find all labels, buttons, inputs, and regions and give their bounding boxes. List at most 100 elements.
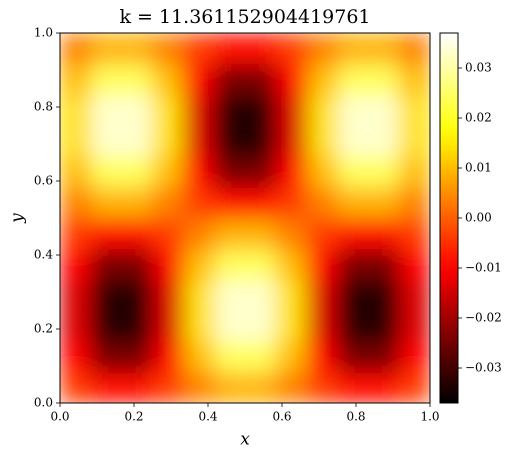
heat-cell bbox=[306, 279, 338, 311]
heat-cell bbox=[245, 341, 277, 373]
y-tick-label: 0.4 bbox=[34, 248, 53, 262]
heat-cell bbox=[60, 33, 92, 65]
heat-cell bbox=[152, 63, 184, 96]
heat-cell bbox=[275, 372, 308, 403]
heat-cell bbox=[152, 33, 184, 65]
heat-cell bbox=[368, 310, 400, 342]
heat-cell bbox=[90, 33, 123, 65]
heat-cell bbox=[183, 341, 215, 373]
heat-cell bbox=[121, 248, 153, 281]
heat-cell bbox=[399, 341, 430, 373]
heat-cell bbox=[337, 94, 369, 126]
heat-cell bbox=[275, 33, 308, 65]
heat-cell bbox=[306, 187, 338, 219]
heat-cell bbox=[368, 372, 400, 403]
heat-cell bbox=[245, 218, 277, 250]
x-tick-label: 0.0 bbox=[50, 410, 69, 424]
x-tick-label: 0.8 bbox=[346, 410, 365, 424]
heat-cell bbox=[152, 156, 184, 188]
heat-cell bbox=[399, 125, 430, 157]
heat-cell bbox=[90, 156, 123, 188]
heat-cell bbox=[306, 218, 338, 250]
heat-cell bbox=[214, 33, 246, 65]
colorbar-tick-label: −0.03 bbox=[465, 361, 502, 375]
heat-cell bbox=[337, 218, 369, 250]
heat-cell bbox=[152, 341, 184, 373]
heat-cell bbox=[275, 156, 308, 188]
y-tick-label: 0.0 bbox=[34, 396, 53, 410]
heat-cell bbox=[214, 279, 246, 311]
x-tick-label: 0.4 bbox=[198, 410, 217, 424]
heat-cell bbox=[245, 187, 277, 219]
heat-cell bbox=[152, 218, 184, 250]
heat-cell bbox=[368, 94, 400, 126]
heat-cell bbox=[121, 279, 153, 311]
heat-cell bbox=[60, 94, 92, 126]
heat-cell bbox=[121, 125, 153, 157]
x-tick-label: 1.0 bbox=[420, 410, 439, 424]
heat-cell bbox=[183, 279, 215, 311]
heat-cell bbox=[60, 279, 92, 311]
heat-cell bbox=[399, 310, 430, 342]
heat-cell bbox=[399, 63, 430, 96]
heat-cell bbox=[121, 33, 153, 65]
heat-cell bbox=[214, 125, 246, 157]
heat-cell bbox=[183, 156, 215, 188]
heat-cell bbox=[90, 125, 123, 157]
heat-cell bbox=[275, 187, 308, 219]
x-axis-label: x bbox=[240, 430, 250, 450]
heat-cell bbox=[60, 372, 92, 403]
heat-cell bbox=[152, 125, 184, 157]
heat-cell bbox=[306, 372, 338, 403]
heat-cell bbox=[60, 156, 92, 188]
heat-cell bbox=[337, 341, 369, 373]
heat-cell bbox=[275, 279, 308, 311]
heat-cell bbox=[60, 218, 92, 250]
heat-cell bbox=[368, 341, 400, 373]
colorbar-tick-label: 0.00 bbox=[465, 211, 492, 225]
heat-cell bbox=[214, 248, 246, 281]
heat-cell bbox=[60, 310, 92, 342]
heat-cell bbox=[121, 94, 153, 126]
heat-cell bbox=[121, 156, 153, 188]
heat-cell bbox=[60, 187, 92, 219]
heatmap bbox=[60, 33, 430, 403]
heat-cell bbox=[368, 125, 400, 157]
heat-cell bbox=[121, 310, 153, 342]
heat-cell bbox=[121, 218, 153, 250]
heat-cell bbox=[152, 187, 184, 219]
heat-cell bbox=[90, 372, 123, 403]
heat-cell bbox=[337, 33, 369, 65]
heat-cell bbox=[121, 63, 153, 96]
heat-cell bbox=[214, 156, 246, 188]
heat-cell bbox=[399, 187, 430, 219]
heat-cell bbox=[60, 63, 92, 96]
heat-cell bbox=[152, 94, 184, 126]
heat-cell bbox=[183, 94, 215, 126]
heat-cell bbox=[245, 125, 277, 157]
heat-cell bbox=[337, 248, 369, 281]
heat-cell bbox=[183, 33, 215, 65]
heat-cell bbox=[214, 218, 246, 250]
heat-cell bbox=[337, 310, 369, 342]
heat-cell bbox=[214, 63, 246, 96]
heat-cell bbox=[183, 310, 215, 342]
heat-cell bbox=[152, 372, 184, 403]
heat-cell bbox=[214, 372, 246, 403]
heat-cell bbox=[275, 94, 308, 126]
heat-cell bbox=[368, 218, 400, 250]
heat-cell bbox=[90, 341, 123, 373]
chart-title: k = 11.361152904419761 bbox=[119, 6, 370, 28]
heat-cell bbox=[245, 248, 277, 281]
heat-cell bbox=[90, 248, 123, 281]
heat-cell bbox=[214, 341, 246, 373]
y-tick-label: 0.2 bbox=[34, 322, 53, 336]
colorbar-tick-label: 0.01 bbox=[465, 161, 492, 175]
heat-cell bbox=[306, 33, 338, 65]
heat-cell bbox=[275, 218, 308, 250]
heat-cell bbox=[90, 94, 123, 126]
heat-cell bbox=[121, 341, 153, 373]
plot-frame bbox=[59, 32, 431, 404]
heat-cell bbox=[183, 372, 215, 403]
